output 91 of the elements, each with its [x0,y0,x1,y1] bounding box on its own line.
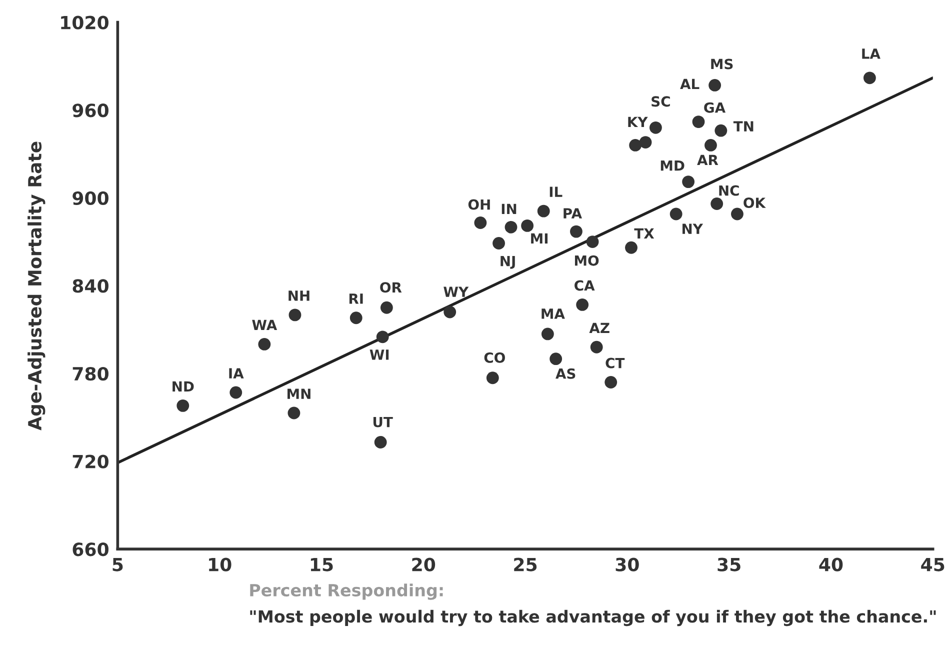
annotation: ND [172,381,194,392]
x-tick-label: 45 [921,558,944,572]
annotation: NH [288,290,310,301]
y-tick-label: 900 [72,191,108,206]
point [629,139,642,152]
annotation: WY [444,286,469,297]
point [474,216,487,229]
annotation: OR [380,282,402,293]
annotation: MO [574,255,599,266]
point [863,72,876,84]
annotation: KY [628,116,648,128]
point [288,308,302,322]
point [714,124,728,137]
point [550,352,562,366]
point [288,406,300,420]
annotation: SC [652,96,670,107]
point [649,121,662,134]
annotation: TN [733,121,754,132]
y-tick-label: 780 [72,366,108,381]
y-tick-label: 840 [72,279,108,293]
annotation: MA [542,308,565,319]
point [176,399,190,412]
point [492,237,505,250]
annotation: AZ [589,322,610,333]
point [639,136,652,148]
point [537,204,550,218]
point [258,338,271,350]
x-tick-label: 10 [209,558,232,572]
point [625,241,638,254]
annotation: IN [502,204,516,214]
point [670,208,682,220]
x-tick-label: 15 [310,558,333,572]
annotation: AL [680,78,700,90]
annotation: MS [711,58,733,70]
point [230,386,242,399]
x-tick-label: 25 [514,558,537,572]
y-axis-title: Age-Adjusted Mortality Rate [28,142,46,430]
point [590,340,603,354]
annotation: NY [682,224,704,234]
y-tick-label: 960 [72,104,108,118]
point [376,330,389,344]
annotation: UT [373,416,393,428]
point [541,328,554,340]
point [380,301,393,314]
annotation: NC [719,185,739,196]
annotation: AS [556,368,576,379]
x-tick-label: 20 [412,558,436,572]
point [350,312,362,324]
y-tick-label: 1020 [61,16,108,30]
point [576,298,589,311]
x-tick-label: 5 [112,558,123,572]
annotation: TX [634,228,654,238]
point [570,225,582,238]
point [708,79,722,92]
x-tick-label: 40 [819,558,843,572]
annotation: MI [531,233,548,244]
annotation: OK [744,198,766,208]
annotation: RI [349,294,363,304]
point [704,139,717,152]
annotation: IA [229,368,244,378]
point [521,219,534,232]
point [692,116,705,128]
point [486,372,499,384]
annotation: GA [704,102,726,113]
point [682,176,695,188]
annotation: CT [606,358,625,368]
annotation: PA [564,208,582,218]
annotation: OH [468,199,490,210]
annotation: LA [862,48,880,59]
point [444,306,456,318]
annotation: MN [288,388,310,399]
annotation: WI [370,350,389,360]
y-tick-label: 720 [72,454,108,468]
point [731,208,744,220]
annotation: IL [550,186,562,197]
point [586,236,599,248]
annotation: CO [484,352,505,363]
point [710,198,724,210]
point [604,376,618,388]
point [504,220,518,234]
annotation: MD [660,160,684,171]
point [374,436,387,448]
text: "Most people would try to take advantage of you if they got the chance." [250,610,936,626]
x-tick-label: 30 [616,558,639,572]
annotation: CA [574,280,595,291]
annotation: AR [697,154,718,166]
y-tick-label: 660 [72,542,108,556]
x-tick-label: 35 [718,558,740,572]
annotation: WA [252,320,278,330]
annotation: NJ [500,256,515,269]
x-axis-title: Percent Responding: [250,584,443,600]
